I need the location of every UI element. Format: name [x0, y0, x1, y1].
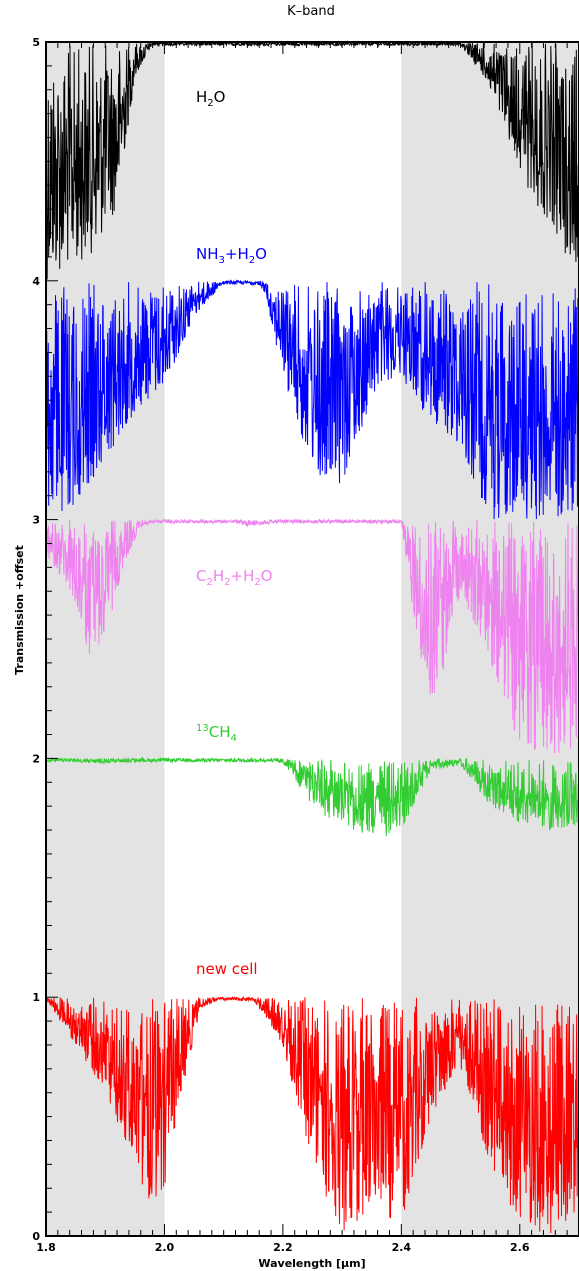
x-tick-label: 2.0 [155, 1241, 175, 1254]
x-tick-label: 2.4 [392, 1241, 412, 1254]
y-tick-label: 5 [32, 36, 40, 49]
y-tick-label: 4 [32, 275, 40, 288]
series-line-3 [45, 756, 579, 836]
y-tick-label: 1 [32, 991, 40, 1004]
x-axis-title: Wavelength [μm] [258, 1257, 365, 1270]
x-tick-label: 2.6 [510, 1241, 530, 1254]
series-line-2 [45, 517, 579, 754]
y-tick-label: 2 [32, 752, 40, 765]
series-label-2: C2​H2​+H2​O [196, 567, 273, 588]
series-line-1 [45, 279, 579, 520]
y-tick-label: 3 [32, 514, 40, 527]
series-line-0 [45, 40, 579, 280]
axis-ticks: 1.8 2.0 2.2 2.4 2.6 0 1 2 3 4 5 [32, 36, 579, 1254]
y-tick-label: 0 [32, 1230, 40, 1243]
series-label-4: new cell [196, 960, 258, 978]
series-label-3: 13​CH4​ [196, 723, 237, 744]
x-tick-label: 1.8 [36, 1241, 56, 1254]
series-labels: H2​O NH3​+H2​O C2​H2​+H2​O 13​CH4​ new cell [196, 88, 273, 978]
series-label-1: NH3​+H2​O [196, 245, 267, 266]
series-line-4 [45, 996, 579, 1233]
series-layer [45, 40, 579, 1233]
chart-title: K–band [287, 4, 335, 19]
y-axis-title: Transmission +offset [13, 545, 26, 675]
x-tick-label: 2.2 [273, 1241, 293, 1254]
series-label-0: H2​O [196, 88, 225, 109]
